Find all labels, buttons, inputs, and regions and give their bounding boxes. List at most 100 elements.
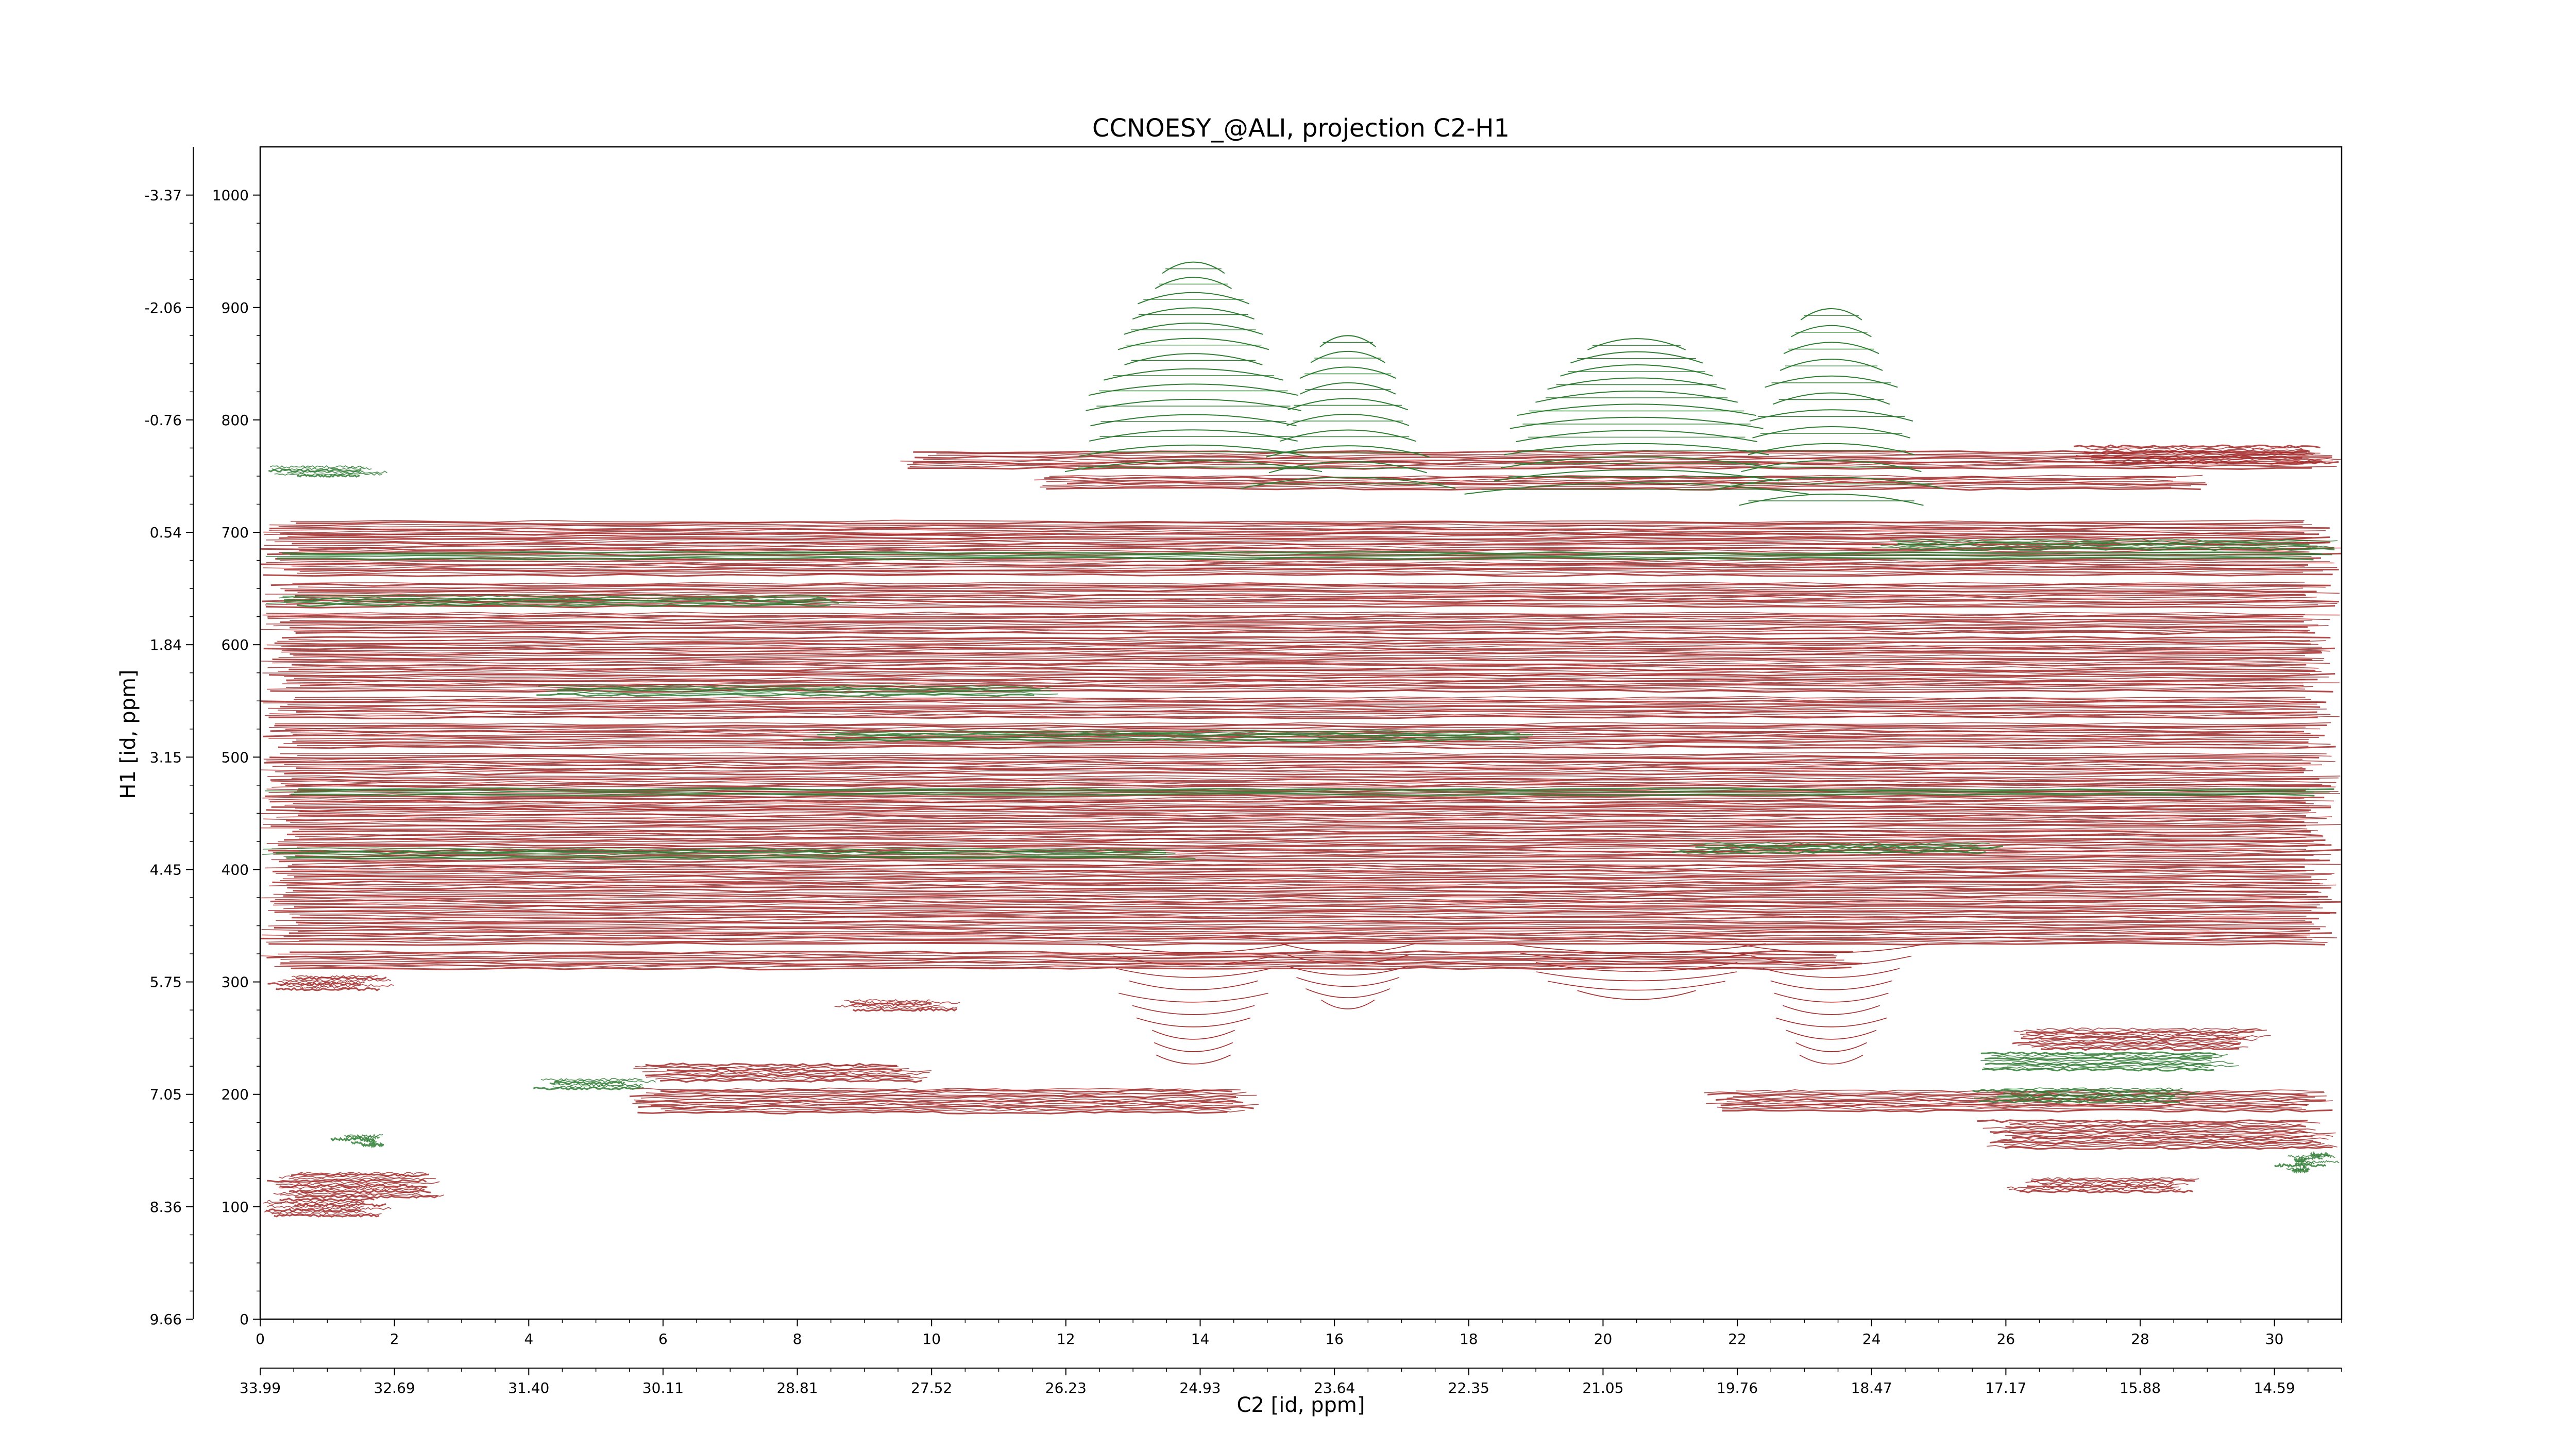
chart-title: CCNOESY_@ALI, projection C2-H1: [1092, 114, 1510, 143]
x-ppm-tick-label: 31.40: [508, 1379, 549, 1396]
negative-band-9: [330, 1134, 384, 1149]
x-ppm-tick-label: 15.88: [2120, 1379, 2161, 1396]
x-ppm-tick-label: 22.35: [1448, 1379, 1489, 1396]
negative-band-10: [1980, 1051, 2239, 1072]
y-index-tick-label: 700: [222, 524, 249, 541]
y-ppm-tick-label: 4.45: [150, 861, 182, 878]
positive-band-13: [265, 863, 2341, 890]
x-index-tick-label: 10: [922, 1330, 941, 1347]
y-ppm-tick-label: -2.06: [145, 299, 182, 316]
negative-band-7: [1672, 841, 2003, 855]
x-ppm-tick-label: 19.76: [1717, 1379, 1758, 1396]
x-index-tick-label: 2: [390, 1330, 399, 1347]
x-index-tick-label: 14: [1191, 1330, 1210, 1347]
positive-band-19: [633, 1063, 931, 1083]
positive-band-28: [267, 975, 394, 991]
x-ppm-tick-label: 28.81: [776, 1379, 818, 1396]
y-ppm-tick-label: 1.84: [150, 636, 182, 653]
x-ppm-tick-label: 17.17: [1985, 1379, 2026, 1396]
positive-band-0: [263, 519, 2330, 536]
x-ppm-tick-label: 23.64: [1314, 1379, 1355, 1396]
x-index-tick-label: 18: [1460, 1330, 1478, 1347]
x-index-tick-label: 28: [2131, 1330, 2149, 1347]
x-ppm-tick-label: 27.52: [911, 1379, 952, 1396]
x-ppm-tick-label: 21.05: [1582, 1379, 1623, 1396]
positive-band-7: [260, 696, 2340, 719]
x-index-tick-label: 8: [793, 1330, 802, 1347]
y-index-tick-label: 1000: [212, 187, 249, 204]
mirror-contour-2: [1507, 943, 1766, 1000]
positive-band-5: [261, 635, 2335, 667]
x-index-tick-label: 12: [1057, 1330, 1075, 1347]
negative-band-4: [803, 729, 1533, 743]
y-ppm-tick-label: -3.37: [145, 187, 182, 204]
y-index-tick-label: 500: [222, 749, 249, 766]
positive-band-15: [260, 919, 2337, 946]
y-index-tick-label: 600: [222, 636, 249, 653]
y-index-tick-label: 0: [240, 1311, 249, 1328]
negative-band-1: [265, 551, 2332, 561]
x-ppm-tick-label: 30.11: [642, 1379, 684, 1396]
positive-band-2: [261, 557, 2339, 577]
positive-band-25: [2007, 1177, 2199, 1194]
x-ppm-tick-label: 33.99: [240, 1379, 281, 1396]
y-index-tick-label: 100: [222, 1199, 249, 1216]
y-ppm-tick-label: 7.05: [150, 1086, 182, 1103]
x-ppm-tick-label: 32.69: [374, 1379, 415, 1396]
mirror-contour-1: [1280, 943, 1415, 1009]
positive-band-24: [263, 1198, 392, 1218]
x-index-tick-label: 22: [1728, 1330, 1747, 1347]
x-ppm-tick-label: 18.47: [1851, 1379, 1892, 1396]
y-ppm-tick-label: 9.66: [150, 1311, 182, 1328]
x-ppm-tick-label: 14.59: [2254, 1379, 2295, 1396]
negative-band-3: [536, 684, 1059, 697]
peak-contour-1: [1240, 335, 1456, 489]
x-ppm-tick-label: 24.93: [1179, 1379, 1221, 1396]
mirror-contour-3: [1735, 943, 1928, 1065]
y-index-tick-label: 200: [222, 1086, 249, 1103]
y-index-tick-label: 300: [222, 974, 249, 991]
positive-band-4: [260, 611, 2340, 635]
negative-band-12: [2274, 1151, 2340, 1174]
x-index-tick-label: 20: [1594, 1330, 1613, 1347]
negative-band-8: [533, 1077, 656, 1091]
positive-band-20: [629, 1087, 1259, 1115]
positive-band-29: [2073, 444, 2341, 465]
y-index-tick-label: 900: [222, 299, 249, 316]
x-index-tick-label: 26: [1997, 1330, 2015, 1347]
peak-contour-2: [1464, 338, 1809, 495]
x-index-tick-label: 0: [256, 1330, 265, 1347]
x-axis-title: C2 [id, ppm]: [1237, 1393, 1365, 1417]
positive-band-22: [1977, 1119, 2337, 1150]
plot-area: [260, 261, 2342, 1218]
positive-band-9: [261, 752, 2336, 776]
positive-band-16: [261, 950, 1862, 971]
y-ppm-tick-label: 8.36: [150, 1199, 182, 1216]
negative-band-5: [265, 787, 2334, 797]
negative-band-6: [262, 847, 1196, 860]
positive-band-18: [1034, 475, 2207, 491]
mirror-contour-0: [1097, 943, 1290, 1065]
positive-band-27: [834, 999, 960, 1012]
positive-band-1: [261, 533, 2342, 557]
positive-band-12: [266, 832, 2341, 864]
y-ppm-tick-label: 5.75: [150, 974, 182, 991]
negative-band-13: [1872, 538, 2338, 551]
positive-band-3: [262, 581, 2340, 609]
positive-band-14: [261, 888, 2341, 920]
positive-band-11: [260, 806, 2341, 834]
x-index-tick-label: 24: [1862, 1330, 1881, 1347]
positive-band-17: [900, 450, 2337, 470]
x-index-tick-label: 4: [524, 1330, 533, 1347]
negative-band-11: [1972, 1087, 2200, 1104]
y-index-tick-label: 800: [222, 412, 249, 429]
y-index-tick-label: 400: [222, 861, 249, 878]
x-index-tick-label: 16: [1325, 1330, 1344, 1347]
negative-band-2: [266, 594, 857, 608]
x-index-tick-label: 30: [2265, 1330, 2284, 1347]
plot-frame: [259, 146, 2343, 1320]
y-ppm-tick-label: 3.15: [150, 749, 182, 766]
x-ppm-tick-label: 26.23: [1045, 1379, 1087, 1396]
